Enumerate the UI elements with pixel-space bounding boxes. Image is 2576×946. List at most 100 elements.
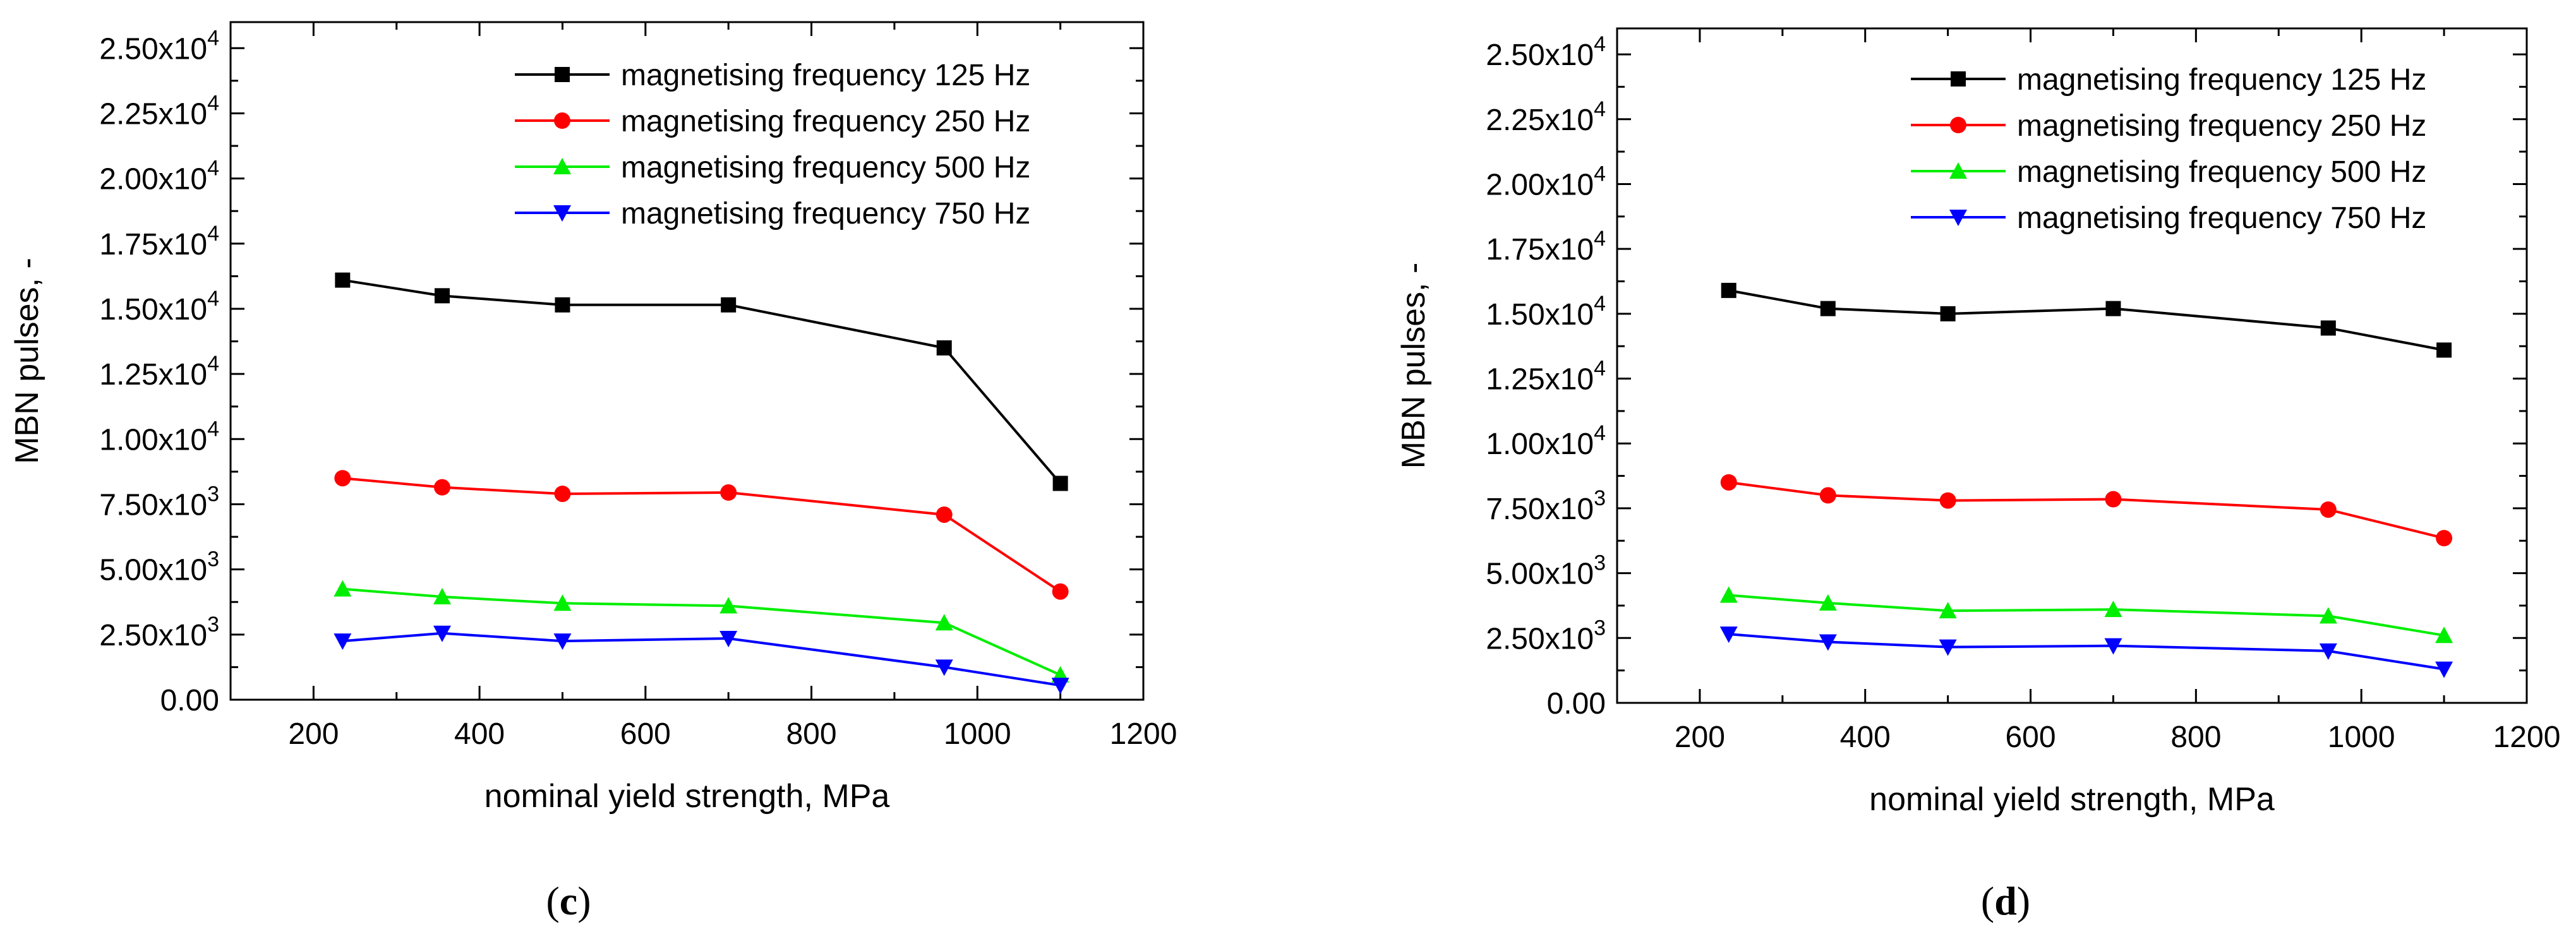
legend-marker (553, 205, 571, 222)
data-point (1820, 301, 1836, 316)
data-point (2436, 530, 2453, 547)
y-tick-label: 2.25x104 (1486, 97, 1606, 137)
y-tick-mantissa: 1.50x10 (1486, 298, 1594, 332)
data-point (334, 633, 352, 650)
legend-marker (1951, 71, 1966, 87)
x-tick-label: 200 (1675, 721, 1725, 754)
legend-label: magnetising frequency 750 Hz (621, 197, 1030, 231)
y-tick-exponent: 3 (207, 613, 219, 637)
legend-label: magnetising frequency 125 Hz (621, 59, 1030, 92)
y-tick-label: 1.00x104 (99, 417, 219, 457)
y-tick-label: 1.25x104 (99, 352, 219, 392)
series-line (1728, 481, 2445, 540)
x-tick-label: 400 (454, 717, 505, 751)
panel-label: (d) (1981, 878, 2030, 923)
x-axis-title: nominal yield strength, MPa (485, 778, 890, 815)
data-point (2436, 342, 2452, 358)
data-point (433, 479, 450, 496)
data-point (554, 485, 571, 502)
legend-label: magnetising frequency 125 Hz (2017, 63, 2426, 97)
y-axis-title: MBN pulses, - (1395, 263, 1432, 469)
y-tick-mantissa: 1.25x10 (1486, 363, 1594, 397)
y-tick-label: 1.75x104 (99, 222, 219, 261)
panel-label-close: ) (577, 878, 591, 923)
panel-label-open: ( (546, 878, 559, 923)
legend-marker (554, 112, 570, 129)
legend-label: magnetising frequency 500 Hz (621, 151, 1030, 184)
legend-label: magnetising frequency 250 Hz (2017, 109, 2426, 143)
x-tick-label: 200 (288, 717, 339, 751)
legend-label: magnetising frequency 250 Hz (621, 105, 1030, 138)
data-point (2435, 626, 2453, 644)
data-point (935, 614, 953, 631)
data-point (2319, 607, 2337, 624)
series-0 (335, 272, 1068, 491)
y-tick-mantissa: 2.50x10 (99, 619, 207, 652)
y-tick-mantissa: 7.50x10 (99, 488, 207, 522)
y-tick-exponent: 4 (1594, 292, 1606, 316)
series-3 (1719, 626, 2453, 678)
y-tick-exponent: 4 (1594, 421, 1606, 445)
series-1 (1720, 474, 2453, 547)
x-tick-label: 800 (2170, 721, 2221, 754)
panel-label-close: ) (2017, 878, 2030, 923)
y-tick-label: 1.50x104 (1486, 292, 1606, 332)
data-point (1939, 639, 1957, 656)
data-point (2104, 638, 2122, 655)
data-point (1719, 626, 1738, 644)
y-tick-exponent: 4 (1594, 357, 1606, 381)
x-tick-label: 1000 (944, 717, 1011, 751)
legend-marker (1949, 210, 1967, 226)
series-line (1728, 289, 2445, 352)
data-point (553, 633, 572, 650)
series-1 (334, 470, 1069, 600)
data-point (1819, 594, 1837, 611)
data-point (2319, 643, 2337, 660)
y-tick-exponent: 3 (1594, 551, 1606, 575)
x-tick-label: 1200 (2493, 721, 2561, 754)
legend-marker (555, 67, 570, 82)
y-tick-label: 0.00 (1547, 687, 1606, 721)
series-line (342, 632, 1061, 687)
y-tick-label: 2.50x104 (99, 26, 219, 66)
chart-d: 200 400 600 800 1000 12000.002.50x1035.00x103… (1395, 27, 2561, 923)
x-tick-label: 600 (620, 717, 671, 751)
panel-label-letter: c (560, 878, 577, 923)
series-line (342, 278, 1062, 484)
series-0 (1721, 282, 2452, 358)
panel-label-letter: d (1994, 878, 2017, 923)
y-tick-label: 5.00x103 (99, 548, 219, 587)
y-tick-label: 2.50x104 (1486, 32, 1606, 72)
panel-label: (c) (546, 878, 591, 923)
y-tick-exponent: 4 (207, 91, 219, 115)
data-point (2320, 501, 2337, 518)
y-tick-exponent: 4 (1594, 227, 1606, 251)
data-point (1721, 282, 1736, 298)
y-tick-label: 1.50x104 (99, 287, 219, 326)
y-tick-mantissa: 2.00x10 (99, 163, 207, 196)
y-tick-mantissa: 5.00x10 (99, 554, 207, 587)
x-tick-label: 400 (1840, 721, 1891, 754)
series-2 (1719, 586, 2453, 644)
y-tick-mantissa: 2.50x10 (99, 32, 207, 66)
y-tick-exponent: 4 (207, 222, 219, 246)
data-point (721, 297, 737, 313)
y-tick-mantissa: 2.25x10 (1486, 104, 1594, 137)
y-tick-label: 2.00x104 (99, 157, 219, 196)
y-tick-mantissa: 1.00x10 (1486, 428, 1594, 461)
legend-marker (1949, 162, 1967, 179)
data-point (1819, 487, 1836, 504)
y-tick-mantissa: 2.50x10 (1486, 39, 1594, 72)
data-point (434, 288, 450, 304)
y-tick-exponent: 4 (207, 352, 219, 376)
data-point (334, 580, 352, 597)
data-point (553, 594, 572, 611)
plot-frame (1616, 27, 2528, 704)
y-tick-mantissa: 1.75x10 (99, 228, 207, 261)
series-line (1728, 633, 2445, 671)
data-point (936, 506, 953, 523)
data-point (433, 625, 451, 642)
y-tick-exponent: 3 (1594, 616, 1606, 640)
legend-item: magnetising frequency 125 Hz (1911, 63, 2426, 97)
